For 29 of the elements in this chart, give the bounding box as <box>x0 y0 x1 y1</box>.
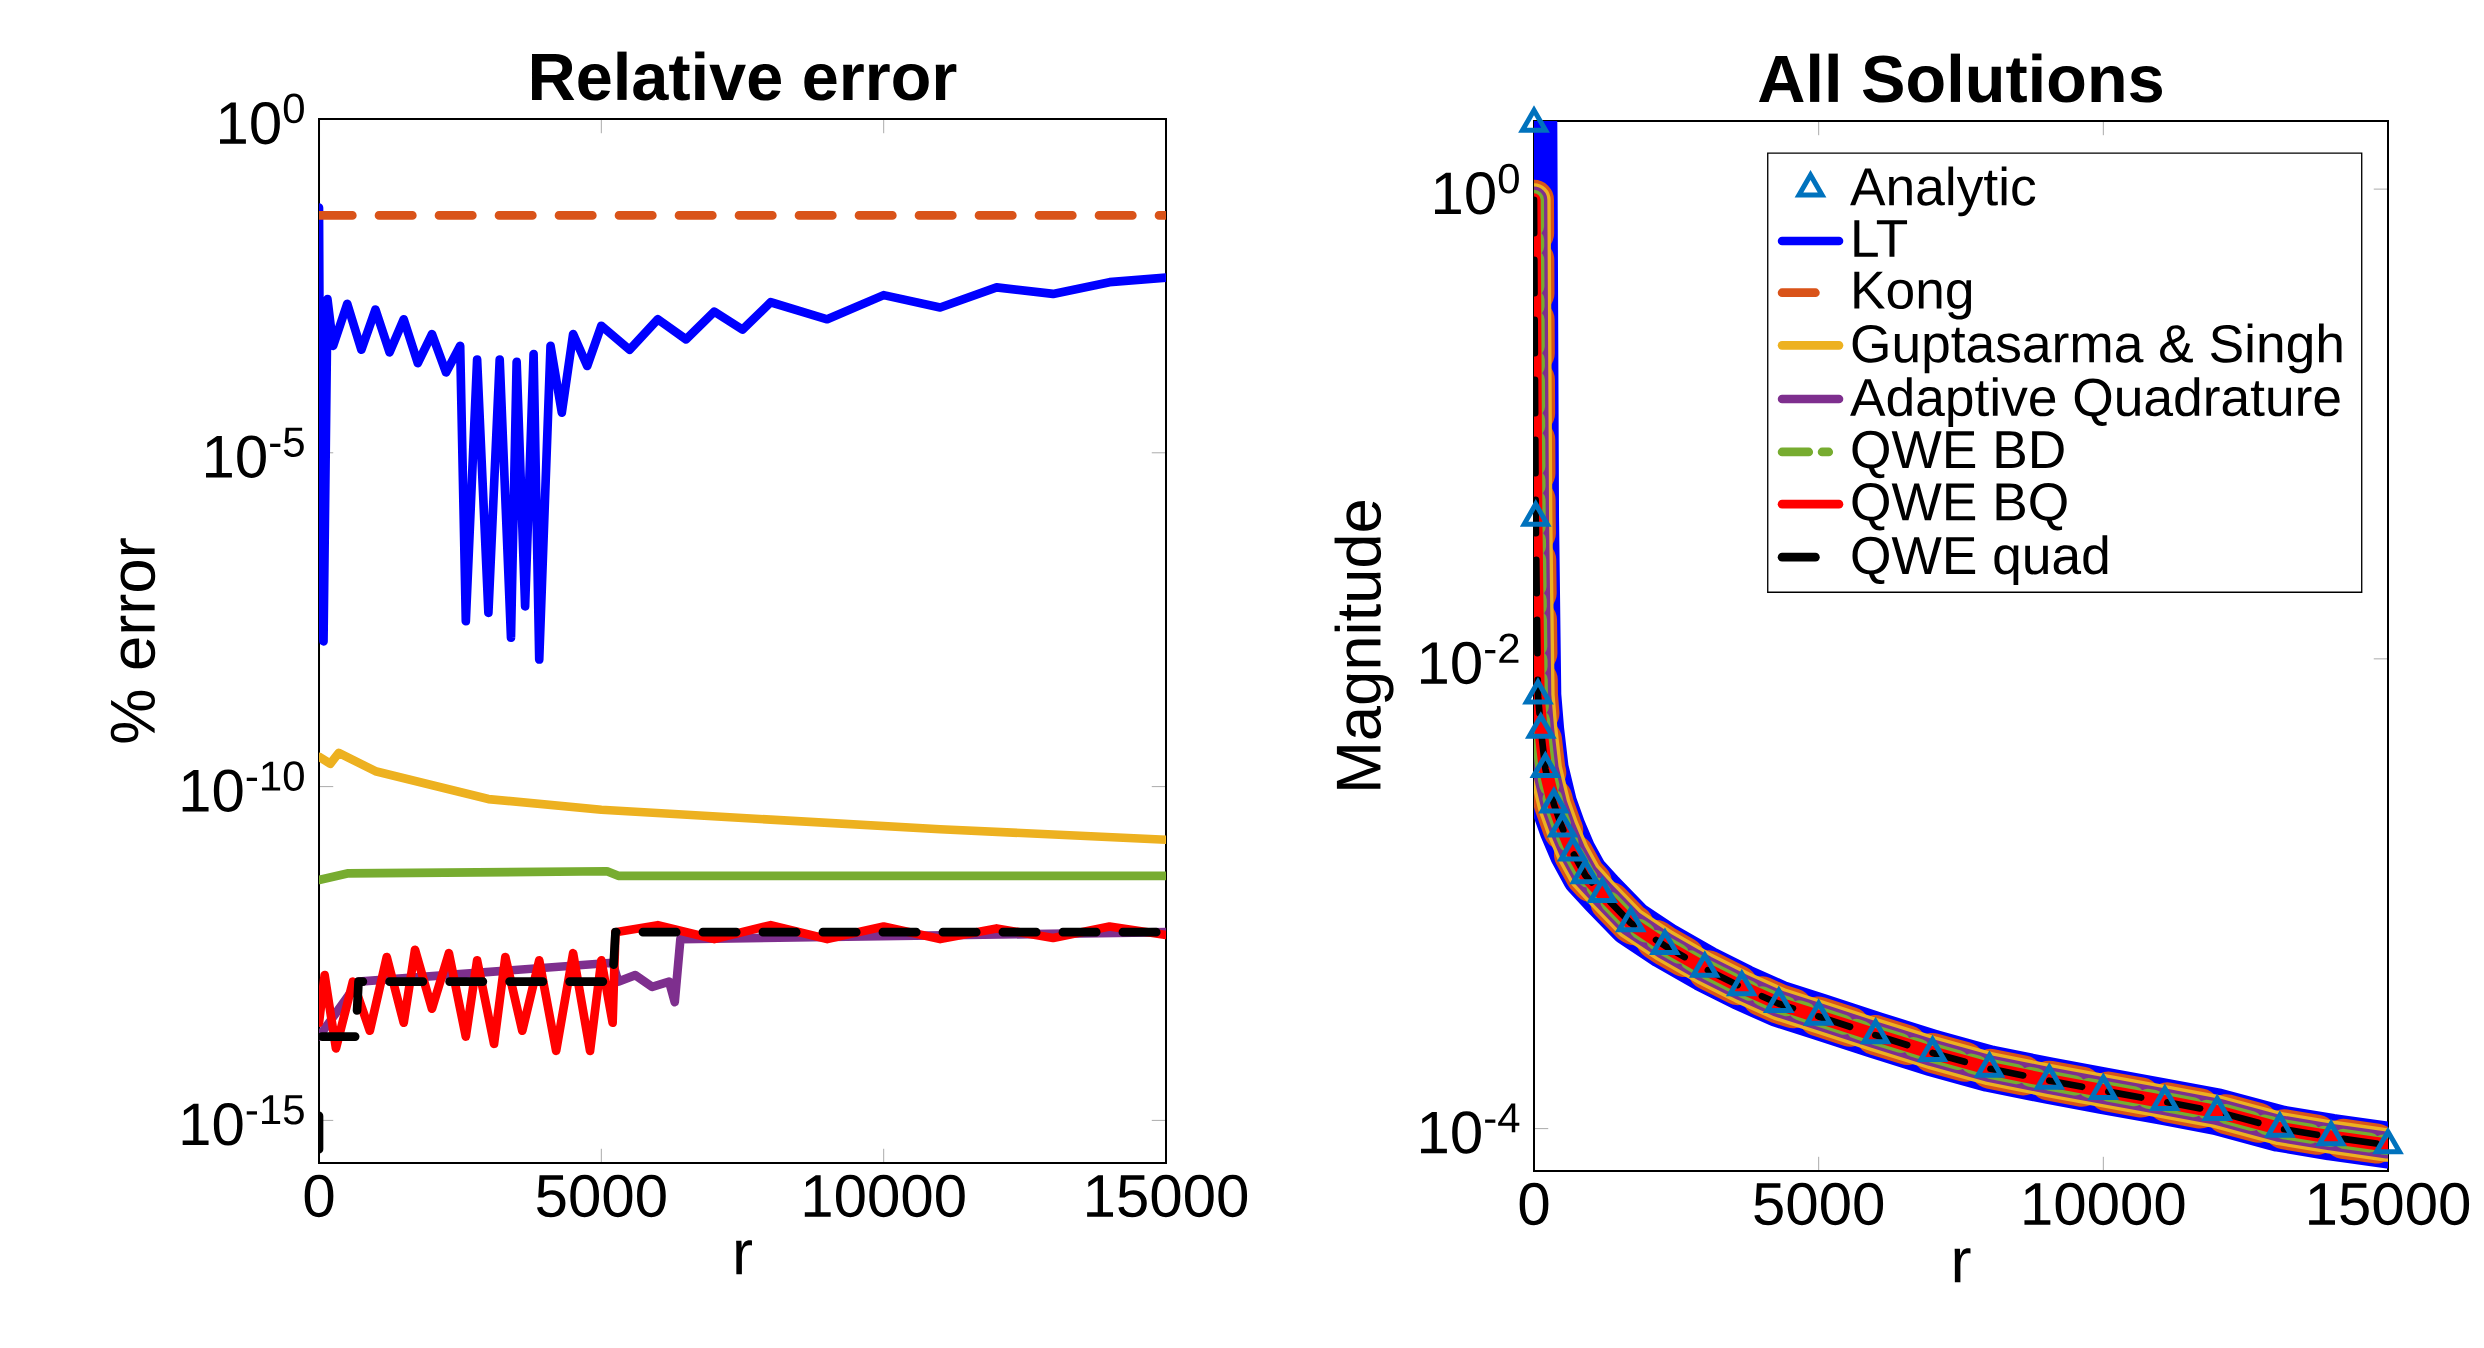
legend-label: Kong <box>1854 271 1972 320</box>
x-tick-label: 10000 <box>2024 1182 2185 1226</box>
y-axis-title: Magnitude <box>1334 500 1394 789</box>
y-tick-label: 10$^{-2}$ <box>1421 633 1519 685</box>
x-tick-label: 0 <box>304 1174 334 1218</box>
x-tick-label: 5000 <box>1754 1182 1884 1226</box>
y-tick-label: 10$^{0}$ <box>1435 163 1519 215</box>
legend-label: Guptasarma & Singh <box>1852 323 2342 374</box>
x-tick-label: 5000 <box>537 1174 666 1218</box>
legend-label: QWE BQ <box>1852 483 2067 531</box>
legend-label: LT <box>1854 220 1908 257</box>
y-tick-label: 10$^{-10}$ <box>182 761 304 812</box>
legend-label: Analytic <box>1850 166 2036 217</box>
y-tick-label: 10$^{-15}$ <box>182 1095 304 1146</box>
legend-label: QWE quad <box>1852 535 2108 586</box>
chart-title: All Solutions <box>1758 53 2162 103</box>
x-tick-label: 15000 <box>2309 1182 2470 1226</box>
legend-label: Adaptive Quadrature <box>1850 377 2340 427</box>
x-axis-title: r <box>1954 1248 1971 1283</box>
x-tick-label: 10000 <box>804 1174 965 1218</box>
chart-title: Relative error <box>532 51 957 101</box>
y-tick-label: 10$^{-5}$ <box>206 427 304 478</box>
x-tick-label: 0 <box>1519 1182 1549 1226</box>
x-axis-title: r <box>736 1240 752 1275</box>
y-tick-label: 10$^{0}$ <box>220 93 304 145</box>
y-tick-label: 10$^{-4}$ <box>1421 1103 1520 1154</box>
legend-label: QWE BD <box>1852 430 2064 479</box>
y-axis-title: % error <box>110 538 156 743</box>
x-tick-label: 15000 <box>1087 1174 1248 1218</box>
